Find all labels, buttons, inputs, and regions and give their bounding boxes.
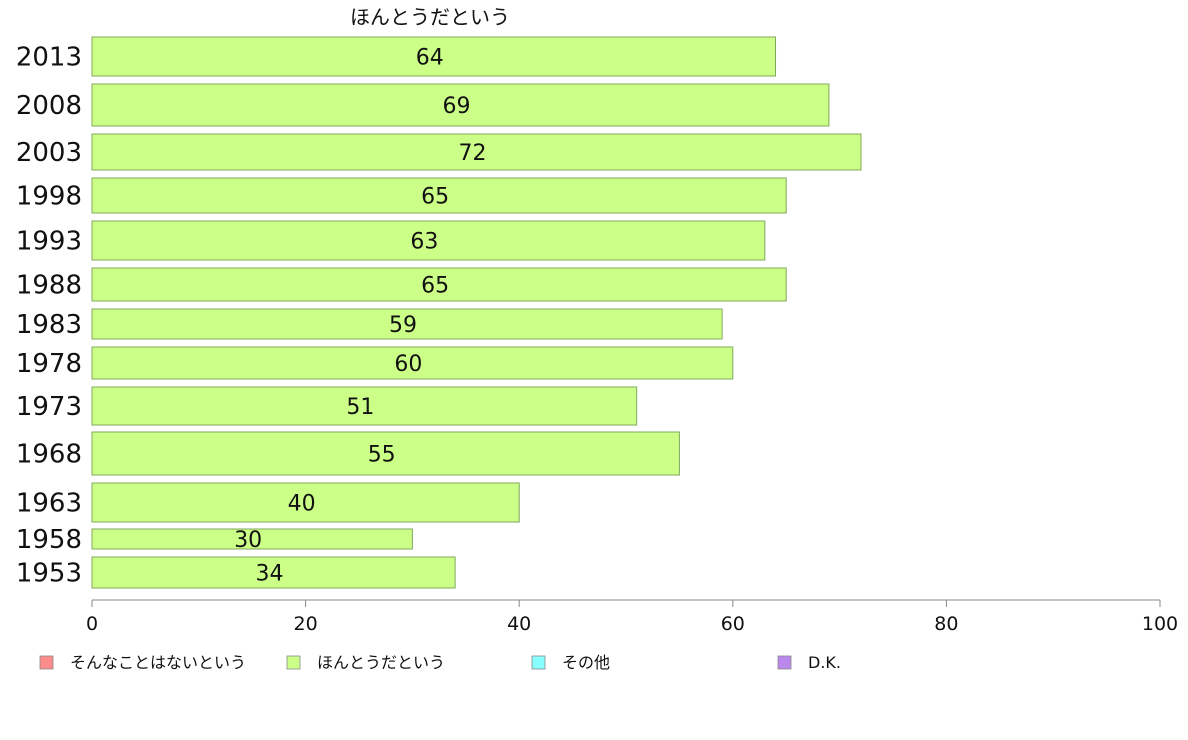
x-tick-label: 100: [1142, 613, 1178, 635]
bar-value-label: 65: [421, 274, 449, 299]
x-tick-label: 20: [294, 613, 318, 635]
bar: [91, 267, 787, 302]
chart-title: ほんとうだという: [350, 5, 510, 29]
legend-swatch: [39, 655, 54, 670]
category-label: 1983: [16, 310, 82, 340]
x-tick-label: 40: [507, 613, 531, 635]
x-tick-label: 80: [934, 613, 958, 635]
bar-value-label: 60: [394, 352, 422, 377]
bar: [91, 177, 787, 214]
x-axis: 0 20 40 60 80 100: [86, 599, 1178, 635]
category-label: 1988: [16, 271, 82, 301]
bar: [91, 346, 734, 380]
bar: [91, 220, 766, 261]
category-label: 1973: [16, 392, 82, 422]
category-label: 1978: [16, 349, 82, 379]
legend-swatch: [777, 655, 792, 670]
bar: [91, 528, 413, 550]
bar: [91, 133, 862, 171]
legend-label: ほんとうだという: [317, 653, 445, 672]
bars-layer: 64 2013 69 2008 72 2003 65 1998 63 1993 65 1988 59 19…: [16, 36, 862, 589]
bar: [91, 308, 723, 340]
category-label: 1993: [16, 227, 82, 257]
category-label: 2003: [16, 138, 82, 168]
bar: [91, 386, 638, 426]
legend-label: そんなことはないという: [70, 653, 246, 672]
category-label: 1953: [16, 559, 82, 589]
bar-value-label: 69: [442, 94, 470, 119]
category-label: 1958: [16, 525, 82, 555]
bar: [91, 431, 680, 476]
bar: [91, 36, 777, 77]
legend-label: D.K.: [808, 653, 841, 672]
bar-value-label: 51: [346, 395, 374, 420]
bar-value-label: 59: [389, 313, 417, 338]
bar-value-label: 40: [288, 492, 316, 517]
bar-value-label: 30: [234, 528, 262, 553]
bar-value-label: 65: [421, 185, 449, 210]
x-tick-label: 60: [721, 613, 745, 635]
x-tick-label: 0: [86, 613, 98, 635]
legend: そんなことはないという ほんとうだという その他 D.K.: [39, 653, 841, 672]
category-label: 1998: [16, 182, 82, 212]
bar: [91, 482, 520, 523]
bar-value-label: 55: [368, 443, 396, 468]
bar: [91, 556, 456, 589]
bar-value-label: 34: [256, 562, 284, 587]
bar-value-label: 63: [410, 230, 438, 255]
category-label: 1963: [16, 489, 82, 519]
bar-value-label: 72: [458, 141, 486, 166]
category-label: 2013: [16, 43, 82, 73]
legend-swatch: [531, 655, 546, 670]
bar: [91, 83, 830, 127]
legend-swatch: [286, 655, 301, 670]
legend-label: その他: [562, 653, 610, 672]
category-label: 1968: [16, 440, 82, 470]
bar-value-label: 64: [416, 46, 444, 71]
category-label: 2008: [16, 91, 82, 121]
